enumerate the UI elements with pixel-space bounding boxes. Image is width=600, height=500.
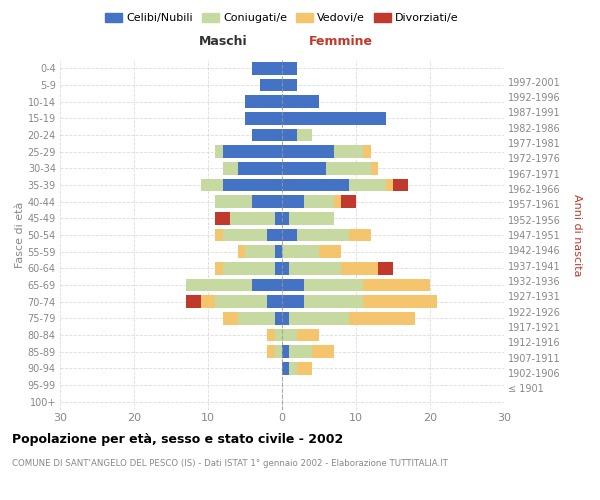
Bar	[223, 146, 282, 158]
Bar	[245, 112, 282, 124]
Bar	[215, 196, 253, 208]
Bar	[289, 262, 341, 274]
Bar	[304, 296, 364, 308]
Bar	[275, 329, 282, 341]
Bar	[282, 296, 304, 308]
Legend: Celibi/Nubili, Coniugati/e, Vedovi/e, Divorziati/e: Celibi/Nubili, Coniugati/e, Vedovi/e, Di…	[101, 8, 463, 28]
Bar	[275, 246, 282, 258]
Bar	[297, 329, 319, 341]
Bar	[186, 279, 253, 291]
Bar	[282, 96, 319, 108]
Bar	[230, 212, 275, 224]
Bar	[260, 79, 282, 92]
Bar	[223, 229, 267, 241]
Bar	[341, 196, 356, 208]
Bar	[223, 179, 282, 192]
Bar	[297, 229, 349, 241]
Bar	[215, 146, 223, 158]
Bar	[223, 262, 275, 274]
Bar	[215, 212, 230, 224]
Bar	[319, 246, 341, 258]
Bar	[349, 229, 371, 241]
Bar	[282, 279, 304, 291]
Bar	[282, 362, 289, 374]
Bar	[364, 279, 430, 291]
Bar	[275, 212, 282, 224]
Bar	[253, 196, 282, 208]
Bar	[282, 246, 319, 258]
Bar	[282, 346, 289, 358]
Bar	[223, 162, 238, 174]
Bar	[364, 146, 371, 158]
Bar	[282, 262, 289, 274]
Bar	[297, 362, 311, 374]
Bar	[282, 179, 349, 192]
Bar	[238, 162, 282, 174]
Bar	[289, 212, 334, 224]
Bar	[282, 112, 386, 124]
Bar	[215, 296, 267, 308]
Bar	[364, 296, 437, 308]
Bar	[289, 312, 349, 324]
Bar	[282, 196, 304, 208]
Bar	[386, 179, 393, 192]
Bar	[349, 179, 386, 192]
Bar	[282, 62, 297, 74]
Bar	[282, 312, 289, 324]
Bar	[297, 129, 311, 141]
Bar	[282, 146, 334, 158]
Y-axis label: Anni di nascita: Anni di nascita	[572, 194, 582, 276]
Bar	[275, 312, 282, 324]
Bar	[238, 246, 245, 258]
Bar	[215, 229, 223, 241]
Bar	[282, 212, 289, 224]
Bar	[238, 312, 275, 324]
Bar	[200, 179, 223, 192]
Bar	[304, 196, 334, 208]
Bar	[245, 96, 282, 108]
Bar	[223, 312, 238, 324]
Bar	[267, 296, 282, 308]
Bar	[304, 279, 364, 291]
Bar	[393, 179, 408, 192]
Bar	[326, 162, 371, 174]
Bar	[289, 346, 311, 358]
Text: Femmine: Femmine	[309, 36, 373, 49]
Bar	[289, 362, 297, 374]
Bar	[253, 279, 282, 291]
Bar	[186, 296, 200, 308]
Bar	[378, 262, 393, 274]
Text: COMUNE DI SANT'ANGELO DEL PESCO (IS) - Dati ISTAT 1° gennaio 2002 - Elaborazione: COMUNE DI SANT'ANGELO DEL PESCO (IS) - D…	[12, 459, 448, 468]
Bar	[200, 296, 215, 308]
Text: Maschi: Maschi	[199, 36, 247, 49]
Bar	[341, 262, 378, 274]
Bar	[267, 229, 282, 241]
Bar	[267, 346, 275, 358]
Bar	[253, 62, 282, 74]
Bar	[311, 346, 334, 358]
Y-axis label: Fasce di età: Fasce di età	[15, 202, 25, 268]
Bar	[282, 229, 297, 241]
Text: Popolazione per età, sesso e stato civile - 2002: Popolazione per età, sesso e stato civil…	[12, 432, 343, 446]
Bar	[267, 329, 275, 341]
Bar	[349, 312, 415, 324]
Bar	[275, 262, 282, 274]
Bar	[215, 262, 223, 274]
Bar	[282, 162, 326, 174]
Bar	[334, 196, 341, 208]
Bar	[275, 346, 282, 358]
Bar	[282, 79, 297, 92]
Bar	[334, 146, 364, 158]
Bar	[282, 329, 297, 341]
Bar	[282, 129, 297, 141]
Bar	[245, 246, 275, 258]
Bar	[253, 129, 282, 141]
Bar	[371, 162, 378, 174]
